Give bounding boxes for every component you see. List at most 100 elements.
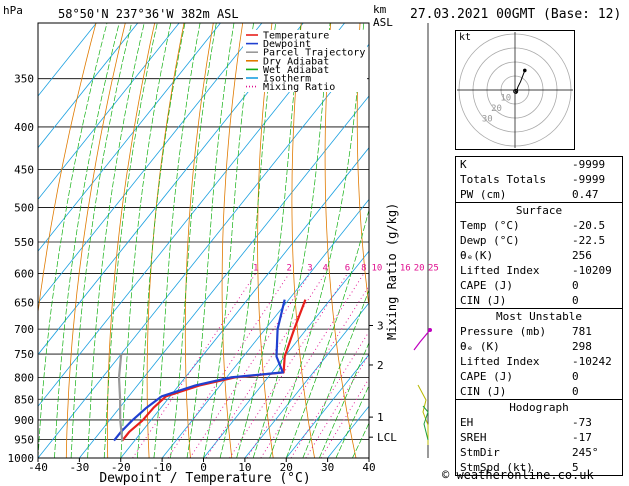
mixing-ratio-labels: 1 2 3 4 6 8 10 16 20 25 [253, 263, 439, 273]
mixing-ratio-label: 4 [323, 263, 328, 273]
surface-label: CIN (J) [460, 294, 507, 307]
isotherm-line [38, 23, 221, 252]
hodograph-stat-value: -17 [572, 431, 592, 444]
most-unstable-label: CAPE (J) [460, 370, 513, 383]
most-unstable-value: -10242 [572, 355, 612, 368]
legend-label: Mixing Ratio [263, 82, 335, 93]
isotherm-line [244, 302, 369, 458]
x-tick-label: 40 [362, 461, 375, 474]
y-tick-label: 750 [14, 348, 34, 361]
hodograph-stat-row: SREH -17 [456, 430, 622, 445]
height-unit-km: km [373, 3, 387, 16]
hodograph-stat-row: EH -73 [456, 415, 622, 430]
surface-value: 0 [572, 279, 579, 292]
surface-label: θₑ(K) [460, 249, 494, 262]
surface-row: Temp (°C) -20.5 [456, 218, 622, 233]
height-tick-label: 3 [377, 320, 384, 333]
mixing-ratio-label: 8 [361, 263, 366, 273]
wet-adiabat-line [103, 23, 158, 458]
most-unstable-row: Pressure (mb) 781 [456, 324, 622, 339]
hodograph-ring-label: 10 [500, 94, 511, 104]
background-lines [38, 23, 629, 458]
dry-adiabat-line [221, 23, 244, 458]
isotherm-line [38, 23, 180, 201]
most-unstable-value: 0 [572, 370, 579, 383]
hodograph-stat-value: 245° [572, 446, 599, 459]
isotherm-line [38, 23, 263, 304]
indices-panel: K -9999 Totals Totals -9999 PW (cm) 0.47 Surf… [455, 156, 623, 476]
wind-barb-yellow [417, 384, 429, 445]
x-tick-label: -30 [69, 461, 89, 474]
mixing-ratio-label: 6 [345, 263, 350, 273]
profile-series [113, 299, 307, 442]
surface-title: Surface [515, 204, 563, 217]
mixing-ratio-label: 25 [428, 263, 439, 273]
wind-barb-green [422, 405, 429, 441]
surface-value: -20.5 [572, 219, 606, 232]
series-parcel-trajectory [117, 353, 124, 441]
hodograph-ring-label: 20 [491, 104, 502, 114]
y-tick-label: 350 [14, 73, 34, 86]
dry-adiabat-line [184, 23, 214, 458]
wet-adiabat-line [269, 23, 365, 458]
isotherm-line [203, 250, 369, 458]
index-value: 0.47 [572, 188, 599, 201]
location-label: 58°50'N 237°36'W 382m ASL [58, 7, 239, 21]
x-tick-label: 10 [238, 461, 251, 474]
legend-label: Dry Adiabat [263, 56, 329, 67]
surface-row: Dewp (°C) -22.5 [456, 233, 622, 248]
mixing-ratio-line [132, 273, 257, 458]
legend-label: Wet Adiabat [263, 65, 329, 76]
y-tick-label: 700 [14, 323, 34, 336]
isotherm-line [161, 198, 369, 458]
height-unit-asl: ASL [373, 16, 393, 29]
hodograph-trace [514, 70, 526, 95]
y-tick-label: 550 [14, 236, 34, 249]
x-tick-label: 20 [280, 461, 293, 474]
hodograph-stat-label: EH [460, 416, 474, 429]
wind-barb-upper-dot [428, 328, 432, 332]
y-tick-label: 600 [14, 267, 34, 280]
wind-profile [413, 23, 432, 458]
x-tick-label: -40 [28, 461, 48, 474]
copyright-label: © weatheronline.co.uk [442, 468, 594, 482]
index-row: Totals Totals -9999 [456, 172, 622, 187]
y-tick-label: 650 [14, 296, 34, 309]
x-tick-label: -20 [111, 461, 131, 474]
dry-adiabat-line [624, 23, 629, 458]
mixing-ratio-axis-title: Mixing Ratio (g/kg) [385, 203, 399, 340]
most-unstable-row: Lifted Index -10242 [456, 354, 622, 369]
surface-label: CAPE (J) [460, 279, 513, 292]
y-tick-label: 450 [14, 163, 34, 176]
y-tick-label: 1000 [8, 452, 35, 465]
height-tick-label: LCL [377, 431, 397, 444]
hodograph-stats-title: Hodograph [509, 401, 569, 414]
wet-adiabat-line [335, 384, 369, 458]
x-tick-label: 30 [321, 461, 334, 474]
surface-value: 256 [572, 249, 592, 262]
wet-adiabat-line [285, 208, 369, 458]
hodograph-stat-value: 5 [572, 461, 579, 474]
temperature-axis: -40 -30 -20 -10 0 10 20 30 40 [28, 458, 376, 474]
wet-adiabat-line [38, 23, 108, 458]
hodograph-unit-label: kt [459, 32, 471, 43]
mixing-ratio-line [189, 273, 311, 458]
wet-adiabat-line [186, 23, 235, 458]
mixing-ratio-label: 3 [307, 263, 312, 273]
isotherm-line [38, 23, 139, 149]
dry-adiabat-line [65, 23, 126, 458]
dry-adiabat-line [324, 23, 357, 458]
most-unstable-label: Pressure (mb) [460, 325, 547, 338]
legend-label: Isotherm [263, 74, 311, 85]
surface-row: Lifted Index -10209 [456, 263, 622, 278]
legend-label: Temperature [263, 31, 329, 42]
surface-row: θₑ(K) 256 [456, 248, 622, 263]
surface-value: 0 [572, 294, 579, 307]
most-unstable-label: CIN (J) [460, 385, 507, 398]
mixing-ratio-label: 10 [371, 263, 382, 273]
index-label: PW (cm) [460, 188, 507, 201]
hodograph-stat-label: StmDir [460, 446, 500, 459]
y-tick-label: 800 [14, 371, 34, 384]
isotherm-line [38, 43, 369, 458]
wet-adiabat-line [153, 23, 201, 458]
